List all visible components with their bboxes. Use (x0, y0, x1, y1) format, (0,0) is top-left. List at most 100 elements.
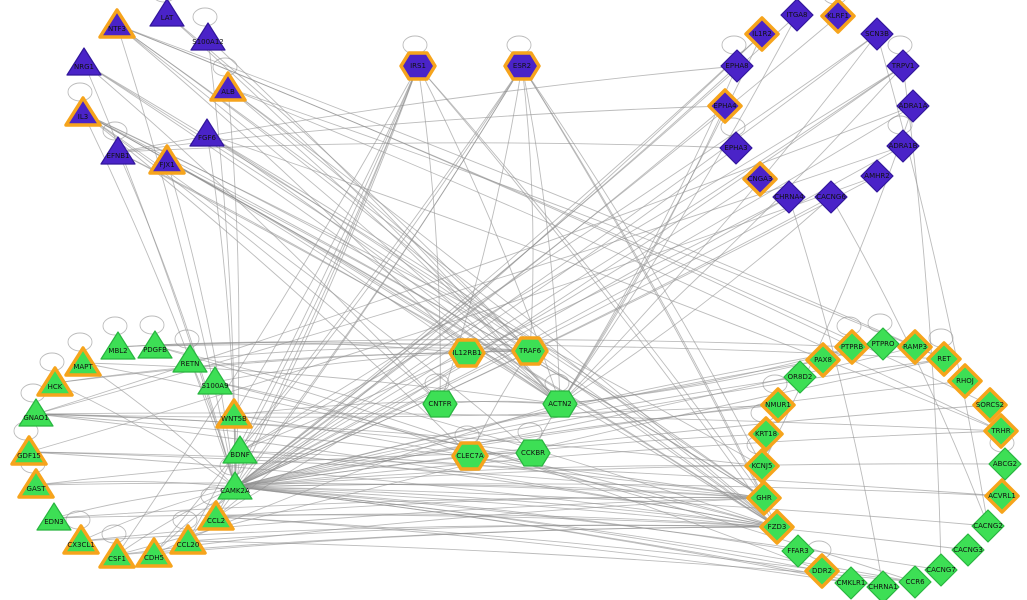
node-ABCG2[interactable]: ABCG2 (988, 447, 1022, 481)
node-ESR2[interactable]: ESR2 (503, 51, 541, 81)
triangle-shape-GDF15[interactable] (10, 435, 48, 466)
node-CLEC7A[interactable]: CLEC7A (451, 441, 489, 471)
node-GDF15[interactable]: GDF15 (10, 435, 48, 466)
triangle-shape-MAPT[interactable] (64, 346, 102, 377)
diamond-shape-TRHR[interactable] (983, 413, 1019, 449)
node-CMKLR1[interactable]: CMKLR1 (834, 566, 868, 600)
diamond-shape-SORCS2[interactable] (972, 387, 1008, 423)
triangle-shape-CCL20[interactable] (169, 524, 207, 555)
diamond-shape-ABCG2[interactable] (988, 447, 1022, 481)
hexagon-shape-IRS1[interactable] (399, 51, 437, 81)
diamond-shape-ACVRL1[interactable] (984, 478, 1020, 514)
diamond-shape-NMUR1[interactable] (760, 387, 796, 423)
node-ACVRL1[interactable]: ACVRL1 (984, 478, 1020, 514)
diamond-shape-PTPRB[interactable] (834, 329, 870, 365)
triangle-shape-PDGFB[interactable] (137, 330, 173, 359)
node-S100A12[interactable]: S100A12 (190, 22, 226, 51)
node-RHOJ[interactable]: RHOJ (947, 363, 983, 399)
triangle-shape-BDNF[interactable] (222, 435, 258, 464)
hexagon-shape-ACTN2[interactable] (542, 390, 578, 418)
triangle-shape-GNAO1[interactable] (18, 398, 54, 427)
triangle-shape-CAMK2A[interactable] (217, 471, 253, 500)
hexagon-shape-TRAF6[interactable] (511, 336, 549, 366)
triangle-shape-CDH5[interactable] (135, 537, 173, 568)
node-AMHR2[interactable]: AMHR2 (860, 159, 894, 193)
hexagon-shape-CNTFR[interactable] (422, 390, 458, 418)
node-FFAR3[interactable]: FFAR3 (781, 534, 815, 568)
node-ITGA8[interactable]: ITGA8 (780, 0, 814, 32)
diamond-shape-CACNG6[interactable] (814, 180, 848, 214)
diamond-shape-GHR[interactable] (746, 480, 782, 516)
hexagon-shape-ESR2[interactable] (503, 51, 541, 81)
triangle-shape-NRG1[interactable] (66, 47, 102, 76)
triangle-shape-IL3[interactable] (64, 96, 102, 127)
triangle-shape-S100A9[interactable] (197, 366, 233, 395)
node-TRPV1[interactable]: TRPV1 (886, 49, 920, 83)
diamond-shape-EPHA3[interactable] (719, 131, 753, 165)
diamond-shape-KRT18[interactable] (748, 416, 784, 452)
diamond-shape-PAX8[interactable] (805, 342, 841, 378)
diamond-shape-CCR6[interactable] (898, 565, 932, 599)
node-IL3[interactable]: IL3 (64, 96, 102, 127)
node-CCKBR[interactable]: CCKBR (515, 439, 551, 467)
diamond-shape-KLRF1[interactable] (820, 0, 856, 34)
diamond-shape-EPHA8[interactable] (720, 49, 754, 83)
diamond-shape-CNGA3[interactable] (742, 161, 778, 197)
node-IL12RB1[interactable]: IL12RB1 (448, 338, 486, 368)
node-CNTFR[interactable]: CNTFR (422, 390, 458, 418)
node-EPHA3[interactable]: EPHA3 (719, 131, 753, 165)
node-GNAO1[interactable]: GNAO1 (18, 398, 54, 427)
diamond-shape-RET[interactable] (926, 341, 962, 377)
node-CHRNA4[interactable]: CHRNA4 (772, 180, 806, 214)
diamond-shape-AMHR2[interactable] (860, 159, 894, 193)
node-CACNG3[interactable]: CACNG3 (951, 533, 985, 567)
diamond-shape-ADRA1B[interactable] (886, 129, 920, 163)
diamond-shape-EPHA4[interactable] (707, 88, 743, 124)
diamond-shape-CHRNA4[interactable] (772, 180, 806, 214)
triangle-shape-MBL2[interactable] (100, 331, 136, 360)
diamond-shape-CACNG2[interactable] (971, 509, 1005, 543)
triangle-shape-ALB[interactable] (209, 71, 247, 102)
triangle-shape-CSF1[interactable] (98, 538, 136, 569)
node-LAT[interactable]: LAT (149, 0, 185, 27)
triangle-shape-WNT5B[interactable] (215, 398, 253, 429)
triangle-shape-LAT[interactable] (149, 0, 185, 27)
diamond-shape-KCNJ5[interactable] (744, 448, 780, 484)
node-BDNF[interactable]: BDNF (222, 435, 258, 464)
diamond-shape-ITGA8[interactable] (780, 0, 814, 32)
node-MBL2[interactable]: MBL2 (100, 331, 136, 360)
node-KCNJ5[interactable]: KCNJ5 (744, 448, 780, 484)
node-TRAF6[interactable]: TRAF6 (511, 336, 549, 366)
node-EPHA8[interactable]: EPHA8 (720, 49, 754, 83)
diamond-shape-RAMP3[interactable] (897, 329, 933, 365)
node-ACTN2[interactable]: ACTN2 (542, 390, 578, 418)
diamond-shape-CACNG3[interactable] (951, 533, 985, 567)
triangle-shape-RETN[interactable] (172, 344, 208, 373)
triangle-shape-EFNB1[interactable] (100, 136, 136, 165)
triangle-shape-CCL2[interactable] (197, 500, 235, 531)
diamond-shape-IL1R2[interactable] (744, 16, 780, 52)
diamond-shape-FFAR3[interactable] (781, 534, 815, 568)
node-ALB[interactable]: ALB (209, 71, 247, 102)
node-PAX8[interactable]: PAX8 (805, 342, 841, 378)
diamond-shape-FZD3[interactable] (759, 509, 795, 545)
hexagon-shape-IL12RB1[interactable] (448, 338, 486, 368)
triangle-shape-GAST[interactable] (17, 468, 55, 499)
diamond-shape-TRPV1[interactable] (886, 49, 920, 83)
diamond-shape-RHOJ[interactable] (947, 363, 983, 399)
diamond-shape-CHRNA1[interactable] (866, 570, 900, 600)
triangle-shape-CX3CL1[interactable] (62, 524, 100, 555)
diamond-shape-PTPRO[interactable] (866, 327, 900, 361)
hexagon-shape-CCKBR[interactable] (515, 439, 551, 467)
diamond-shape-SCN3B[interactable] (860, 17, 894, 51)
node-MAPT[interactable]: MAPT (64, 346, 102, 377)
node-CACNG6[interactable]: CACNG6 (814, 180, 848, 214)
triangle-shape-S100A12[interactable] (190, 22, 226, 51)
triangle-shape-HCK[interactable] (36, 366, 74, 397)
triangle-shape-NTF3[interactable] (98, 8, 136, 39)
triangle-shape-EDN3[interactable] (36, 502, 72, 531)
triangle-shape-FJX1[interactable] (148, 144, 186, 175)
node-EDN3[interactable]: EDN3 (36, 502, 72, 531)
